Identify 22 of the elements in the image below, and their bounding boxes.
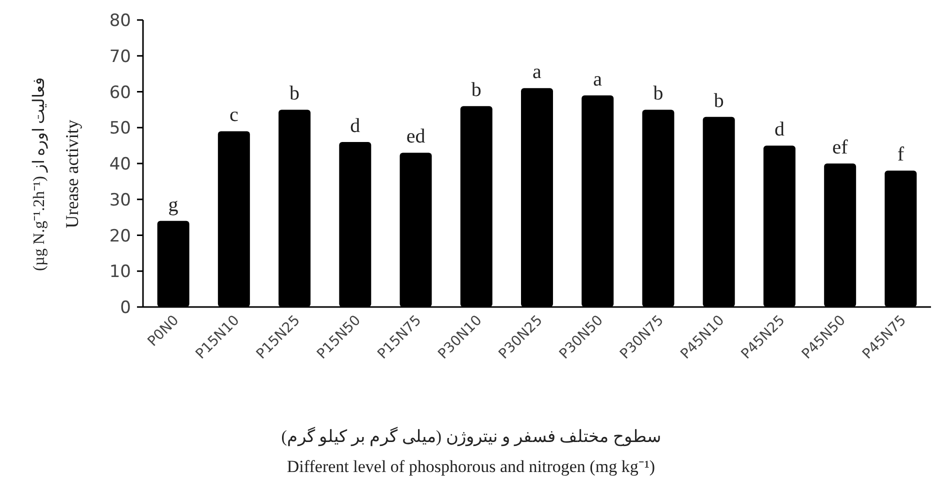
annotation: b bbox=[653, 82, 664, 105]
y-tick-label: 30 bbox=[109, 190, 131, 210]
y-tick-label: 0 bbox=[120, 298, 131, 318]
annotation: d bbox=[350, 114, 360, 137]
annotation: f bbox=[897, 144, 904, 166]
y-tick-label: 80 bbox=[109, 11, 131, 31]
annotation: ef bbox=[832, 136, 848, 158]
annotation: b bbox=[290, 82, 300, 105]
annotation: a bbox=[532, 61, 542, 84]
y-tick-label: 20 bbox=[109, 226, 131, 246]
annotation: b bbox=[714, 90, 724, 112]
annotation: d bbox=[774, 118, 784, 141]
annotation: b bbox=[471, 79, 482, 102]
y-tick-label: 10 bbox=[109, 262, 131, 282]
annotation: a bbox=[593, 68, 602, 90]
y-tick-label: 70 bbox=[109, 46, 131, 67]
annotation: c bbox=[229, 104, 238, 126]
annotation: g bbox=[168, 194, 178, 216]
y-tick-label: 60 bbox=[109, 82, 131, 103]
annotation: ed bbox=[406, 126, 426, 148]
y-tick-label: 50 bbox=[109, 118, 131, 139]
y-tick-label: 40 bbox=[109, 154, 131, 174]
